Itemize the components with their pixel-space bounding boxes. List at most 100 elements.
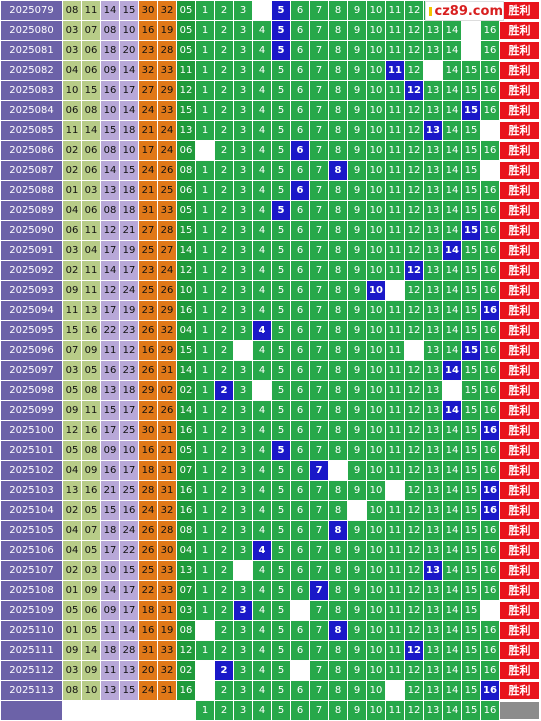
result-badge[interactable]: 胜利 xyxy=(500,82,539,99)
red-ball-cell: 04 xyxy=(62,520,82,541)
trend-number-cell: 13 xyxy=(423,160,443,181)
trend-number-cell: 11 xyxy=(385,300,405,321)
trend-number-cell: 2 xyxy=(214,240,234,261)
draw-row: 2025095 15 16 22 23 26 32 04 1 2 3 4 5 6 7 8 9 10 11 12 13 14… xyxy=(0,320,540,341)
result-badge[interactable]: 胜利 xyxy=(500,262,539,279)
trend-number-cell: 10 xyxy=(366,400,386,421)
trend-number-cell: 6 xyxy=(290,520,310,541)
trend-number-cell: 10 xyxy=(366,180,386,201)
trend-number-cell: 1 xyxy=(195,600,215,621)
trend-number-cell: 5 xyxy=(271,100,291,121)
trend-number-cell: 10 xyxy=(366,640,386,661)
trend-number-cell: 6 xyxy=(290,80,310,101)
red-ball-cell: 23 xyxy=(138,260,158,281)
trend-number-cell: 2 xyxy=(214,180,234,201)
trend-number-cell: 13 xyxy=(423,400,443,421)
result-badge[interactable]: 胜利 xyxy=(500,342,539,359)
result-badge[interactable]: 胜利 xyxy=(500,22,539,39)
result-badge[interactable]: 胜利 xyxy=(500,582,539,599)
result-badge[interactable]: 胜利 xyxy=(500,142,539,159)
trend-number-cell: 10 xyxy=(366,340,386,361)
trend-number-cell: 16 xyxy=(480,460,500,481)
red-ball-cell: 11 xyxy=(100,620,120,641)
result-badge[interactable]: 胜利 xyxy=(500,62,539,79)
trend-number-cell: 13 xyxy=(423,140,443,161)
blank-cell xyxy=(195,140,215,161)
trend-number-cell: 7 xyxy=(309,80,329,101)
result-cell: 胜利 xyxy=(499,140,540,161)
result-badge[interactable]: 胜利 xyxy=(500,122,539,139)
result-badge[interactable]: 胜利 xyxy=(500,182,539,199)
result-badge[interactable]: 胜利 xyxy=(500,622,539,639)
result-badge[interactable]: 胜利 xyxy=(500,662,539,679)
trend-number-cell: 13 xyxy=(423,380,443,401)
result-badge[interactable]: 胜利 xyxy=(500,222,539,239)
result-badge[interactable]: 胜利 xyxy=(500,202,539,219)
result-badge[interactable]: 胜利 xyxy=(500,562,539,579)
red-ball-cell: 08 xyxy=(100,140,120,161)
draw-row: 2025091 03 04 17 19 25 27 14 1 2 3 4 5 6 7 8 9 10 11 12 13 14… xyxy=(0,240,540,261)
result-badge[interactable]: 胜利 xyxy=(500,282,539,299)
trend-number-cell: 13 xyxy=(423,20,443,41)
result-badge[interactable]: 胜利 xyxy=(500,502,539,519)
blue-ball-cell: 03 xyxy=(176,600,196,621)
trend-number-cell: 9 xyxy=(347,540,367,561)
trend-number-cell: 12 xyxy=(404,440,424,461)
result-badge[interactable]: 胜利 xyxy=(500,542,539,559)
red-ball-cell: 06 xyxy=(81,40,101,61)
trend-number-cell: 6 xyxy=(290,260,310,281)
trend-number-cell: 5 xyxy=(271,360,291,381)
result-badge[interactable]: 胜利 xyxy=(500,642,539,659)
result-badge[interactable]: 胜利 xyxy=(500,382,539,399)
trend-number-cell: 1 xyxy=(195,320,215,341)
site-logo[interactable]: cz89.com xyxy=(425,1,504,21)
period-cell: 2025090 xyxy=(0,220,63,241)
trend-number-cell: 8 xyxy=(328,400,348,421)
trend-number-cell: 12 xyxy=(404,580,424,601)
trend-number-cell: 5 xyxy=(271,400,291,421)
result-badge[interactable]: 胜利 xyxy=(500,2,539,19)
result-badge[interactable]: 胜利 xyxy=(500,362,539,379)
red-ball-cell: 25 xyxy=(138,560,158,581)
trend-number-cell: 1 xyxy=(195,380,215,401)
result-badge[interactable]: 胜利 xyxy=(500,462,539,479)
result-badge[interactable]: 胜利 xyxy=(500,302,539,319)
red-ball-cell: 32 xyxy=(157,320,177,341)
trend-number-cell: 4 xyxy=(252,580,272,601)
trend-number-cell: 15 xyxy=(461,440,481,461)
trend-number-cell: 12 xyxy=(404,460,424,481)
result-badge[interactable]: 胜利 xyxy=(500,242,539,259)
result-badge[interactable]: 胜利 xyxy=(500,682,539,699)
trend-number-cell: 12 xyxy=(404,280,424,301)
result-badge[interactable]: 胜利 xyxy=(500,442,539,459)
trend-number-cell: 11 xyxy=(385,40,405,61)
result-badge[interactable]: 胜利 xyxy=(500,602,539,619)
hit-number-cell: 8 xyxy=(328,160,348,181)
trend-number-cell: 2 xyxy=(214,120,234,141)
trend-number-cell: 3 xyxy=(233,300,253,321)
result-badge[interactable]: 胜利 xyxy=(500,322,539,339)
trend-number-cell: 1 xyxy=(195,20,215,41)
result-badge[interactable]: 胜利 xyxy=(500,482,539,499)
trend-number-cell: 11 xyxy=(385,80,405,101)
result-badge[interactable]: 胜利 xyxy=(500,102,539,119)
red-ball-cell: 16 xyxy=(81,480,101,501)
result-badge[interactable]: 胜利 xyxy=(500,402,539,419)
footer-number-cell: 15 xyxy=(461,700,481,721)
red-ball-cell: 14 xyxy=(81,120,101,141)
trend-number-cell: 2 xyxy=(214,480,234,501)
trend-number-cell: 4 xyxy=(252,480,272,501)
result-cell: 胜利 xyxy=(499,360,540,381)
trend-number-cell: 8 xyxy=(328,540,348,561)
result-badge[interactable]: 胜利 xyxy=(500,42,539,59)
result-cell: 胜利 xyxy=(499,260,540,281)
trend-number-cell: 2 xyxy=(214,160,234,181)
result-badge[interactable]: 胜利 xyxy=(500,422,539,439)
result-badge[interactable]: 胜利 xyxy=(500,162,539,179)
red-ball-cell: 06 xyxy=(81,60,101,81)
trend-number-cell: 16 xyxy=(480,580,500,601)
trend-number-cell: 12 xyxy=(404,500,424,521)
result-badge[interactable]: 胜利 xyxy=(500,522,539,539)
trend-number-cell: 14 xyxy=(442,340,462,361)
